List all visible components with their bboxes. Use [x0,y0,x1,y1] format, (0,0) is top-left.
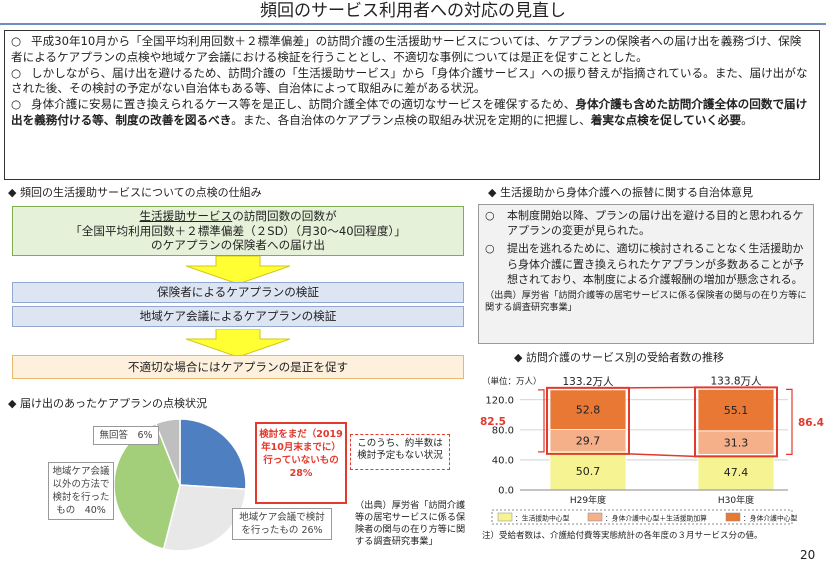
opinion-item: ○ 提出を逃れるために、適切に検討されることなく生活援助から身体介護に置き換えられ… [485,242,804,286]
x-tick-label: H29年度 [570,494,606,506]
bar-value-label: 31.3 [724,437,749,450]
section-heading-recipients: ◆ 訪問介護のサービス別の受給者数の推移 [514,351,724,364]
bar-segment-0-2 [549,389,627,430]
chart-unit-label: （単位：万人） [482,376,542,387]
bracket-right [786,388,793,455]
bar-segment-1-0 [697,453,775,491]
bar-value-label: 47.4 [724,466,749,479]
legend-label: ：生活援助中心型 [515,514,570,523]
circle-bullet-icon: ○ [485,242,495,256]
highlight-box-h29 [546,386,630,455]
y-tick-label: 120.0 [485,395,514,406]
side-value-h29: 82.5 [480,416,506,428]
bar-value-label: 55.1 [724,404,749,417]
bar-total-label: 133.2万人 [562,376,614,388]
pie-slice-0 [179,418,247,490]
legend-frame [491,509,793,525]
pie-label-conference: 地域ケア会議で検討を行ったもの 26% [232,508,332,540]
source-note-right: （出典）厚労省「訪問介護等の居宅サービスに係る保険者の関与の在り方等に関する調査… [485,290,807,314]
opinions-box: ○ 本制度開始以降、プランの届け出を避ける目的と思われるケアプランの変更が見られた… [478,204,814,344]
chart-footnote: 注）受給者数は、介護給付費等実態統計の各年度の３月サービス分の値。 [482,531,763,541]
pie-chart [113,418,247,552]
section-heading-check-mechanism: ◆ 頻回の生活援助サービスについての点検の仕組み [8,186,262,199]
legend-swatch [497,512,513,522]
highlight-box-h30 [694,386,778,458]
summary-paragraph-1: ○ 平成30年10月から「全国平均利用回数＋２標準偏差」の訪問介護の生活援助サービ… [11,34,802,64]
conference-verification-box: 地域ケア会議によるケアプランの検証 [12,306,464,327]
circle-bullet-icon: ○ [11,65,22,80]
pie-slice-3 [154,418,181,486]
section-heading-opinions: ◆ 生活援助から身体介護への振替に関する自治体意見 [488,186,753,199]
circle-bullet-icon: ○ [11,97,22,111]
bar-value-label: 52.8 [576,404,601,417]
x-tick-label: H30年度 [718,494,754,506]
y-tick-label: 0.0 [498,486,514,497]
correction-box: 不適切な場合にはケアプランの是正を促す [12,355,464,379]
down-arrow-icon [186,256,290,284]
page-title: 頻回のサービス利用者への対応の見直し [260,1,566,21]
bar-total-label: 133.8万人 [710,375,762,387]
down-arrow-icon [186,329,290,357]
summary-paragraph-2: ○ しかしながら、届け出を避けるため、訪問介護の「生活援助サービス」から「身体介護… [11,65,808,96]
bracket-left [538,389,545,453]
pie-label-no-answer: 無回答 6% [93,426,159,445]
legend-swatch [725,512,741,522]
source-note-left: （出典）厚労省「訪問介護等の居宅サービスに係る保険者の関与の在り方等に関する調査… [355,500,466,547]
circle-bullet-icon: ○ [485,209,495,222]
side-value-h30: 86.4 [798,417,824,429]
section-heading-check-status: ◆ 届け出のあったケアプランの点検状況 [8,397,207,410]
insurer-verification-box: 保険者によるケアプランの検証 [12,282,464,303]
legend-label: ：身体介護中心型 [743,514,798,523]
bar-segment-1-2 [697,388,775,432]
y-tick-label: 40.0 [492,455,514,466]
page-number: 20 [800,548,816,562]
bar-value-label: 50.7 [576,465,601,478]
pie-slice-1 [162,484,247,552]
notification-criteria-box: 生活援助サービスの訪問回数の回数が 「全国平均利用回数＋２標準偏差（２SD）（月… [12,206,464,256]
no-plan-callout: このうち、約半数は検討予定もない状況 [350,434,450,470]
pie-label-other-method: 地域ケア会議以外の方法で検討を行ったもの 40% [48,462,114,520]
summary-paragraph-3: ○ 身体介護に安易に置き換えられるケース等を是正し、訪問介護全体での適切なサービス… [11,97,808,127]
y-tick-label: 80.0 [492,425,514,436]
circle-bullet-icon: ○ [11,34,22,48]
emphasis-text: 身体介護も含めた訪問介護全体の回数で届け出を義務付ける等、制度の改善を図るべき [11,97,808,127]
pie-label-not-reviewed: 検討をまだ（2019年10月末までに）行っていないもの 28% [255,422,347,504]
opinion-item: ○ 本制度開始以降、プランの届け出を避ける目的と思われるケアプランの変更が見られた… [485,209,804,238]
bar-value-label: 29.7 [576,435,601,448]
summary-box: ○ 平成30年10月から「全国平均利用回数＋２標準偏差」の訪問介護の生活援助サービ… [4,30,820,180]
legend-label: ：身体介護中心型＋生活援助加算 [605,514,707,523]
legend-swatch [587,512,603,522]
stacked-bar-chart: （単位：万人） 0.0 40.0 80.0 120.0 50.7 29.7 52.8 133.2… [480,375,824,525]
connector-line [628,453,696,458]
title-rule [0,23,826,25]
emphasis-text: 着実な点検を促していく必要 [590,112,742,127]
